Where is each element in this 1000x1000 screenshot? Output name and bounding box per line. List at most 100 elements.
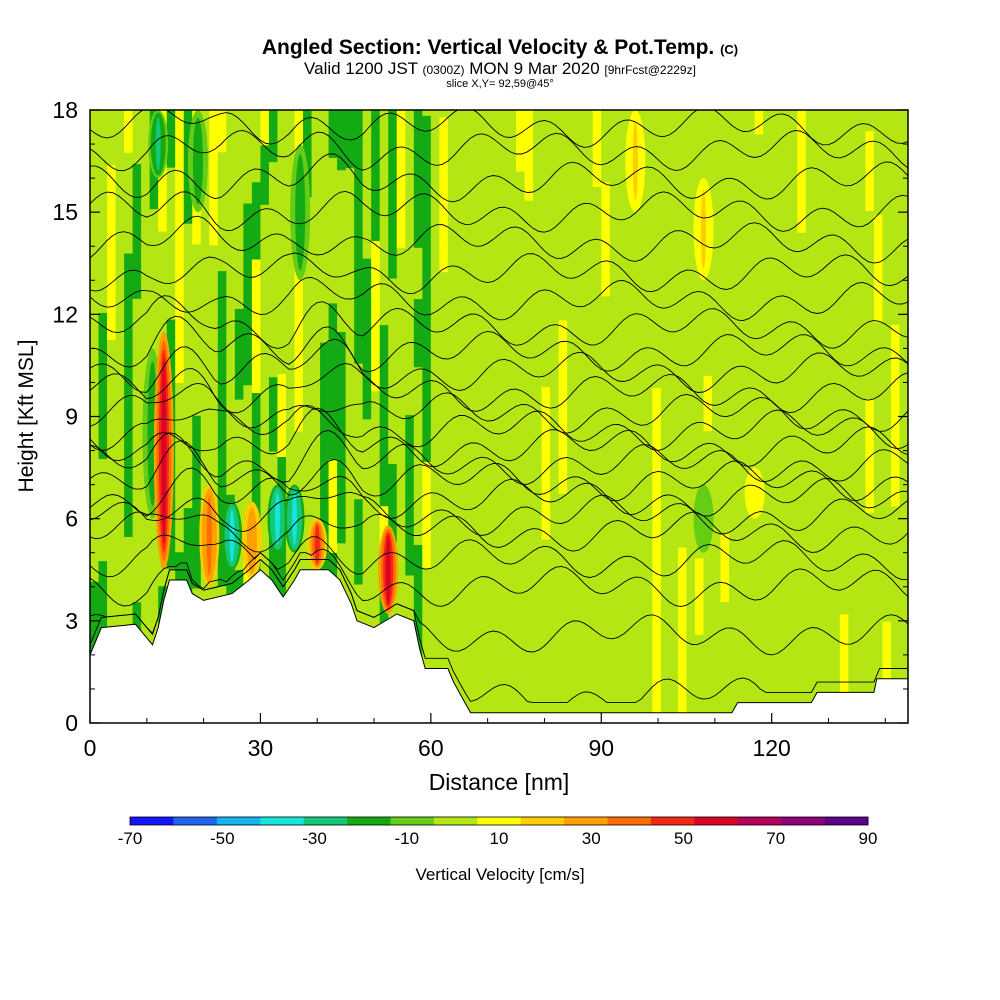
field-cell	[124, 110, 134, 153]
field-cell	[183, 428, 193, 509]
field-cell	[158, 230, 168, 404]
field-cell	[873, 110, 884, 128]
field-cell	[311, 115, 321, 287]
valid-utc: (0300Z)	[422, 63, 465, 77]
field-cell	[303, 117, 313, 198]
valid-time-line: Valid 1200 JST (0300Z) MON 9 Mar 2020 [9…	[0, 60, 1000, 79]
field-cell	[856, 652, 866, 723]
field-cell	[464, 405, 475, 531]
field-cell	[413, 445, 423, 545]
field-cell	[737, 143, 747, 262]
field-cell	[533, 428, 543, 558]
field-cell	[490, 144, 500, 213]
field-cell	[251, 258, 262, 394]
field-cell	[558, 319, 568, 494]
field-cell	[430, 266, 440, 429]
field-cell	[337, 467, 347, 544]
field-cell	[141, 110, 151, 119]
field-cell	[362, 418, 372, 579]
field-cell	[473, 631, 483, 723]
field-cell	[865, 130, 875, 211]
field-cell	[533, 556, 543, 723]
field-cell	[405, 414, 415, 576]
colorbar-swatch	[173, 817, 218, 825]
field-cell	[277, 373, 287, 458]
field-cell	[405, 354, 415, 416]
field-cell	[524, 344, 534, 480]
field-cell	[712, 358, 722, 461]
field-cell	[754, 110, 764, 135]
field-cell	[575, 177, 585, 360]
field-cell	[354, 363, 364, 500]
field-cell	[524, 110, 534, 201]
field-cell	[797, 331, 807, 418]
field-cell	[550, 310, 560, 446]
field-cell	[499, 110, 509, 174]
field-cell	[584, 125, 594, 285]
field-cell	[234, 167, 244, 309]
field-cell	[643, 521, 653, 648]
field-cell	[439, 553, 449, 723]
axes: 0 30 60 90 120 0 3 6 9 12 15 18	[52, 97, 908, 761]
field-cell	[115, 110, 125, 199]
field-cell	[567, 616, 577, 723]
field-cell	[320, 342, 330, 474]
field-cell	[763, 244, 773, 372]
field-cell	[268, 288, 279, 378]
field-cell	[643, 647, 653, 723]
field-cell	[473, 223, 483, 319]
field-cell	[481, 110, 492, 145]
field-cell	[98, 168, 108, 313]
field-cell	[694, 386, 705, 559]
field-cell	[601, 295, 611, 443]
field-cell	[626, 547, 636, 723]
field-cell	[141, 117, 151, 298]
field-cell	[737, 312, 747, 367]
field-cell	[98, 110, 108, 169]
field-cell	[686, 270, 696, 400]
field-cell	[303, 110, 313, 118]
field-cell	[677, 547, 688, 723]
field-cell	[337, 169, 347, 332]
field-cell	[694, 110, 705, 168]
field-cell	[200, 311, 210, 484]
field-cell	[447, 110, 457, 241]
field-cell	[788, 334, 798, 398]
field-cell	[856, 110, 866, 251]
theta-contour	[90, 315, 908, 373]
field-cell	[226, 225, 236, 354]
field-cell	[422, 461, 432, 568]
field-cell	[882, 110, 892, 119]
field-cell	[720, 211, 730, 391]
y-tick-label: 3	[65, 608, 78, 634]
field-cell	[456, 428, 466, 508]
field-cell	[243, 110, 253, 204]
field-cell	[839, 145, 849, 298]
field-cell	[890, 110, 901, 169]
field-cell	[618, 477, 628, 604]
field-cell	[865, 512, 875, 567]
field-cell	[822, 379, 832, 493]
field-cell	[848, 131, 858, 304]
field-cell	[567, 503, 577, 560]
terrain-profile	[90, 569, 908, 723]
colorbar-tick-label: 10	[490, 829, 509, 848]
field-cell	[618, 110, 628, 198]
field-cell	[396, 112, 406, 249]
field-cell	[183, 369, 193, 429]
downdraft-core	[297, 159, 303, 265]
colorbar-swatch	[260, 817, 305, 825]
field-cell	[584, 284, 594, 450]
field-cell	[788, 487, 798, 626]
field-cell	[899, 304, 908, 485]
field-cell	[550, 216, 560, 312]
field-cell	[175, 331, 185, 384]
downdraft-core	[292, 492, 297, 546]
field-cell	[729, 651, 739, 723]
field-cell	[729, 492, 739, 653]
title-main: Angled Section: Vertical Velocity & Pot.…	[261, 36, 715, 59]
field-cell	[533, 180, 543, 292]
field-cell	[388, 348, 398, 465]
field-cell	[524, 630, 534, 723]
y-tick-label: 9	[65, 404, 78, 430]
